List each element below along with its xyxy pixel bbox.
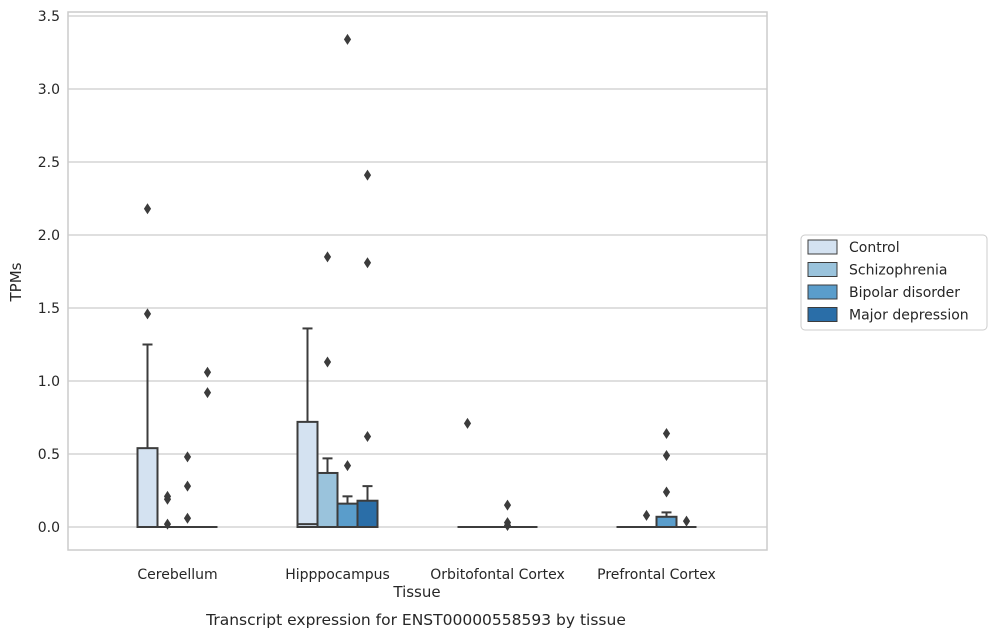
box-schizophrenia-3 xyxy=(636,509,657,528)
outlier-point xyxy=(463,417,472,429)
legend-entry: Schizophrenia xyxy=(849,263,947,279)
box-bipolar-disorder-0 xyxy=(177,451,198,528)
y-tick-label: 1.0 xyxy=(38,374,60,390)
x-tick-label: Cerebellum xyxy=(137,567,217,583)
grid-lines xyxy=(68,15,767,528)
y-tick-label: 3.5 xyxy=(38,9,60,25)
outlier-point xyxy=(163,490,172,502)
outlier-point xyxy=(203,366,212,378)
outlier-point xyxy=(163,518,172,530)
chart-caption: Transcript expression for ENST0000055859… xyxy=(205,611,626,629)
y-tick-label: 2.0 xyxy=(38,228,60,244)
outlier-point xyxy=(642,509,651,521)
box-control-2 xyxy=(457,417,478,528)
outlier-point xyxy=(183,451,192,463)
box-major-depression-1 xyxy=(356,169,379,529)
box-body xyxy=(316,471,339,529)
outlier-point xyxy=(363,169,372,181)
legend-entry: Major depression xyxy=(849,308,969,324)
legend-swatch xyxy=(807,284,838,300)
outlier-point xyxy=(662,486,671,498)
outlier-point xyxy=(503,517,512,529)
y-tick-labels: 0.0 0.5 1.0 1.5 2.0 2.5 3.0 3.5 xyxy=(38,9,60,536)
x-tick-label: Prefrontal Cortex xyxy=(597,567,716,583)
y-axis-title: TPMs xyxy=(7,262,25,302)
box-bipolar-disorder-2 xyxy=(497,499,518,532)
legend-swatch xyxy=(807,239,838,255)
legend-entry: Bipolar disorder xyxy=(849,285,960,301)
outlier-point xyxy=(662,428,671,440)
x-tick-label: Hipppocampus xyxy=(285,567,390,583)
x-axis-title: Tissue xyxy=(392,583,440,601)
legend-swatch xyxy=(807,262,838,277)
box-major-depression-0 xyxy=(197,366,218,528)
outlier-point xyxy=(682,515,691,527)
y-tick-label: 1.5 xyxy=(38,301,60,317)
y-tick-label: 2.5 xyxy=(38,155,60,171)
box-schizophrenia-1 xyxy=(316,251,339,529)
x-tick-labels: Cerebellum Hipppocampus Orbitofontal Corte… xyxy=(137,567,715,583)
legend: Control Schizophrenia Bipolar disorder Majo… xyxy=(800,234,988,331)
outlier-point xyxy=(363,257,372,269)
y-tick-label: 3.0 xyxy=(38,82,60,98)
x-tick-label: Orbitofontal Cortex xyxy=(430,567,565,583)
legend-box xyxy=(800,234,988,331)
outlier-point xyxy=(323,251,332,263)
outlier-point xyxy=(183,512,192,524)
box-series-layer xyxy=(136,33,697,532)
box-bipolar-disorder-3 xyxy=(655,428,678,529)
box-major-depression-3 xyxy=(676,515,697,528)
outlier-point xyxy=(503,499,512,511)
box-schizophrenia-0 xyxy=(157,490,178,530)
outlier-point xyxy=(662,449,671,461)
outlier-point xyxy=(143,308,152,320)
outlier-point xyxy=(143,203,152,215)
box-body xyxy=(336,502,359,529)
outlier-point xyxy=(203,387,212,399)
y-tick-label: 0.0 xyxy=(38,520,60,536)
plot-frame xyxy=(67,11,768,551)
box-control-0 xyxy=(136,203,159,528)
y-tick-label: 0.5 xyxy=(38,447,60,463)
box-body xyxy=(655,515,678,529)
outlier-point xyxy=(183,480,192,492)
box-bipolar-disorder-1 xyxy=(336,33,359,529)
legend-entry: Control xyxy=(849,240,900,256)
legend-swatch xyxy=(807,307,838,322)
outlier-point xyxy=(363,430,372,442)
box-body xyxy=(136,447,159,528)
outlier-point xyxy=(343,460,352,472)
box-control-1 xyxy=(296,327,319,529)
box-body xyxy=(356,499,379,529)
box-body xyxy=(296,420,319,529)
outlier-point xyxy=(343,33,352,45)
outlier-point xyxy=(323,356,332,368)
